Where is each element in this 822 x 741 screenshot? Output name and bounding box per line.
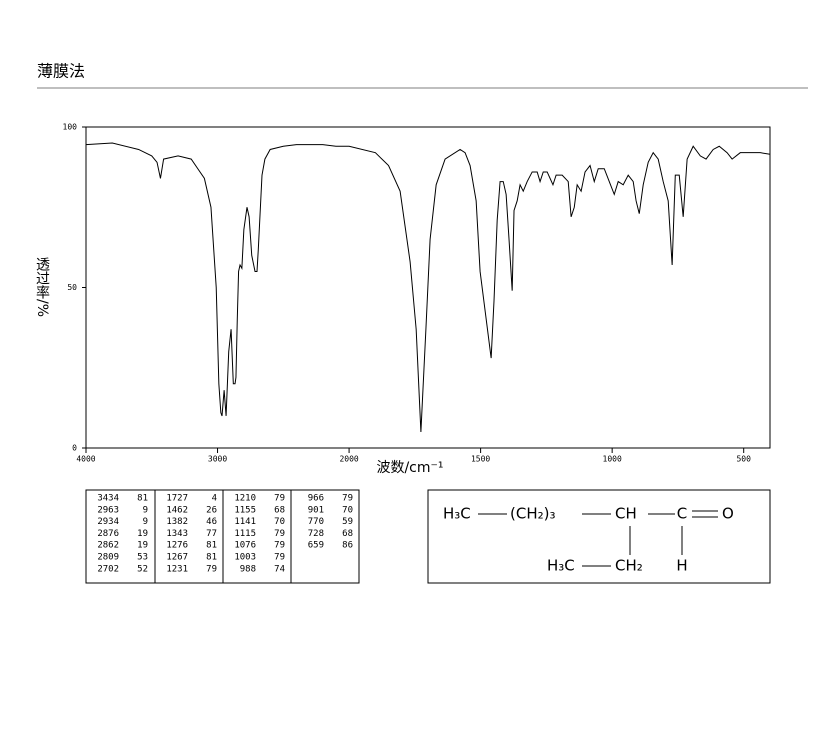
x-tick-label: 4000 — [76, 455, 95, 464]
y-tick-label: 50 — [67, 283, 77, 292]
structure-node: C — [677, 505, 687, 523]
peak-transmittance: 9 — [143, 517, 148, 527]
y-tick-label: 0 — [72, 444, 77, 453]
peak-transmittance: 79 — [274, 529, 285, 539]
peak-wavenumber: 1382 — [166, 517, 188, 527]
x-axis-label: 波数/cm⁻¹ — [376, 460, 443, 476]
peak-transmittance: 81 — [206, 553, 217, 563]
peak-wavenumber: 728 — [308, 529, 324, 539]
peak-transmittance: 68 — [274, 505, 285, 515]
peak-wavenumber: 2702 — [97, 564, 119, 574]
peak-wavenumber: 1115 — [234, 529, 256, 539]
peak-transmittance: 59 — [342, 517, 353, 527]
peak-transmittance: 68 — [342, 529, 353, 539]
peak-wavenumber: 1210 — [234, 494, 256, 504]
peak-transmittance: 46 — [206, 517, 217, 527]
peak-wavenumber: 2876 — [97, 529, 119, 539]
peak-wavenumber: 1276 — [166, 541, 188, 551]
x-tick-label: 1500 — [471, 455, 490, 464]
x-tick-label: 3000 — [208, 455, 227, 464]
peak-transmittance: 81 — [137, 494, 148, 504]
peak-wavenumber: 770 — [308, 517, 324, 527]
peak-wavenumber: 2934 — [97, 517, 119, 527]
structure-node: O — [722, 505, 734, 523]
peak-transmittance: 79 — [274, 553, 285, 563]
structure-node: H₃C — [443, 505, 471, 523]
peak-transmittance: 74 — [274, 564, 285, 574]
y-tick-label: 100 — [63, 123, 78, 132]
structure-frame — [427, 489, 771, 584]
peak-wavenumber: 1076 — [234, 541, 256, 551]
peak-transmittance: 9 — [143, 505, 148, 515]
x-tick-label: 2000 — [339, 455, 358, 464]
peak-wavenumber: 988 — [240, 564, 256, 574]
structure-node: CH₂ — [615, 557, 643, 575]
peak-wavenumber: 1462 — [166, 505, 188, 515]
peak-wavenumber: 901 — [308, 505, 324, 515]
peak-transmittance: 19 — [137, 541, 148, 551]
peak-wavenumber: 2809 — [97, 553, 119, 563]
peak-wavenumber: 1231 — [166, 564, 188, 574]
peak-wavenumber: 1003 — [234, 553, 256, 563]
page-title: 薄膜法 — [37, 62, 85, 81]
y-axis-label: 透过率/% — [34, 257, 50, 317]
peak-transmittance: 52 — [137, 564, 148, 574]
bonds — [478, 510, 718, 567]
peak-transmittance: 86 — [342, 541, 353, 551]
peak-wavenumber: 2963 — [97, 505, 119, 515]
structure-node: H₃C — [547, 557, 575, 575]
x-tick-label: 500 — [736, 455, 751, 464]
peak-wavenumber: 1141 — [234, 517, 256, 527]
peak-transmittance: 79 — [342, 494, 353, 504]
peak-transmittance: 26 — [206, 505, 217, 515]
peak-transmittance: 79 — [274, 541, 285, 551]
peak-wavenumber: 966 — [308, 494, 324, 504]
peak-transmittance: 19 — [137, 529, 148, 539]
peak-transmittance: 77 — [206, 529, 217, 539]
peak-wavenumber: 1343 — [166, 529, 188, 539]
peak-transmittance: 79 — [206, 564, 217, 574]
peak-transmittance: 4 — [212, 494, 217, 504]
peak-wavenumber: 3434 — [97, 494, 119, 504]
peak-transmittance: 70 — [342, 505, 353, 515]
peak-wavenumber: 1727 — [166, 494, 188, 504]
structure-node: H — [676, 557, 687, 575]
peak-transmittance: 70 — [274, 517, 285, 527]
structure-node: CH — [615, 505, 637, 523]
peak-wavenumber: 2862 — [97, 541, 119, 551]
peak-transmittance: 53 — [137, 553, 148, 563]
spectrum-line — [85, 142, 771, 432]
peak-wavenumber: 1155 — [234, 505, 256, 515]
peak-wavenumber: 659 — [308, 541, 324, 551]
peak-transmittance: 79 — [274, 494, 285, 504]
peak-wavenumber: 1267 — [166, 553, 188, 563]
structure-node: (CH₂)₃ — [510, 505, 555, 523]
peak-transmittance: 81 — [206, 541, 217, 551]
x-tick-label: 1000 — [603, 455, 622, 464]
